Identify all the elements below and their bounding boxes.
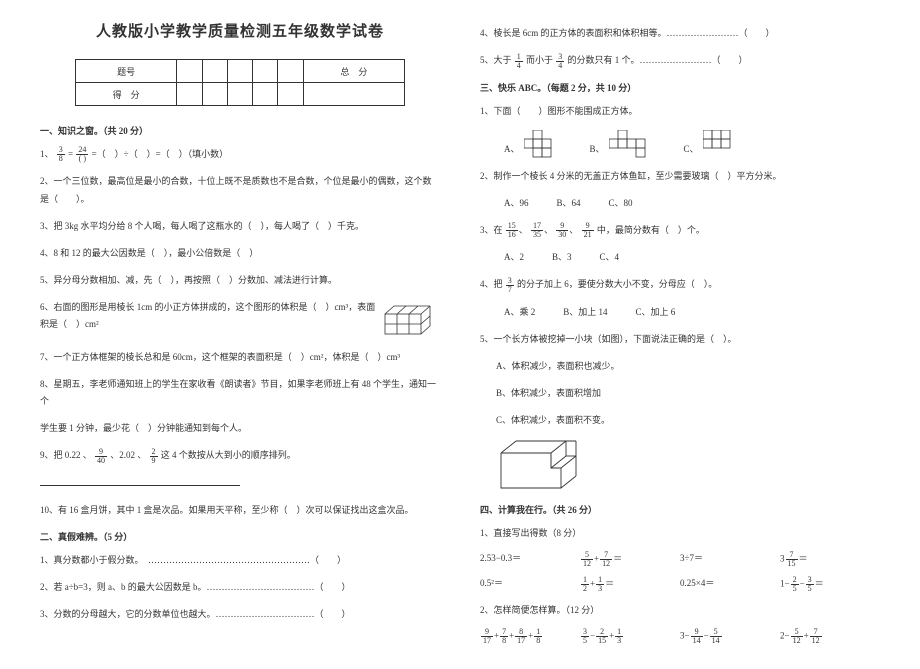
q4: 4、8 和 12 的最大公因数是（ ），最小公倍数是（ ）	[40, 245, 440, 262]
q10: 10、有 16 盒月饼，其中 1 盒是次品。如果用天平称，至少称（ ）次可以保证…	[40, 502, 440, 519]
mc2-opts: A、96B、64C、80	[504, 195, 880, 212]
section-4-head: 四、计算我在行。（共 26 分）	[480, 503, 880, 516]
right-column: 4、棱长是 6cm 的正方体的表面积和体积相等。……………………（ ） 5、大于…	[480, 20, 880, 649]
th-score: 得 分	[76, 83, 177, 106]
mc3: 3、在 1516、 1735、 930、 921 中，最简分数有（ ）个。	[480, 222, 880, 239]
q8b: 学生要 1 分钟，最少花（ ）分钟能通知到每个人。	[40, 420, 440, 437]
section-1-head: 一、知识之窗。（共 20 分）	[40, 124, 440, 137]
mc4-opts: A、乘 2B、加上 14C、加上 6	[504, 304, 880, 321]
mc4: 4、把 37 的分子加上 6，要使分数大小不变，分母应（ ）。	[480, 276, 880, 293]
mc5a: A、体积减少，表面积也减少。	[496, 358, 880, 375]
calc1-head: 1、直接写出得数（8 分）	[480, 525, 880, 542]
left-column: 人教版小学教学质量检测五年级数学试卷 题号 总 分 得 分 一、知识之窗。（共 …	[40, 20, 440, 649]
score-table: 题号 总 分 得 分	[75, 59, 405, 106]
net-b-icon	[609, 130, 654, 158]
q7: 7、一个正方体框架的棱长总和是 60cm，这个框架的表面积是（ ）cm²，体积是…	[40, 349, 440, 366]
section-2-head: 二、真假难辨。（5 分）	[40, 530, 440, 543]
tf1: 1、真分数都小于假分数。 ………………………………………………（ ）	[40, 552, 440, 569]
q6: 6、右面的图形是用棱长 1cm 的小正方体拼成的，这个图形的体积是（ ）cm³，…	[40, 299, 440, 339]
mc5b: B、体积减少，表面积增加	[496, 385, 880, 402]
tf4: 4、棱长是 6cm 的正方体的表面积和体积相等。……………………（ ）	[480, 25, 880, 42]
mc3-opts: A、2B、3C、4	[504, 249, 880, 266]
q9: 9、把 0.22 、 940 、2.02 、 29 这 4 个数按从大到小的顺序…	[40, 447, 440, 464]
q1: 1、 38 = 24( ) =（ ）÷（ ）=（ ）（填小数）	[40, 146, 440, 163]
q3: 3、把 3kg 水平均分给 8 个人喝，每人喝了这瓶水的（ ），每人喝了（ ）千…	[40, 218, 440, 235]
mc5: 5、一个长方体被挖掉一小块（如图），下面说法正确的是（ ）。	[480, 331, 880, 348]
calc2-head: 2、怎样简便怎样算。（12 分）	[480, 602, 880, 619]
q2: 2、一个三位数，最高位是最小的合数，十位上既不是质数也不是合数，个位是最小的偶数…	[40, 173, 440, 207]
mc1: 1、下面（ ）图形不能围成正方体。	[480, 103, 880, 120]
calc-row-2: 0.5²＝ 12+13＝ 0.25×4＝ 1−25−35＝	[480, 576, 880, 593]
q8a: 8、星期五，李老师通知班上的学生在家收看《朗读者》节目，如果李老师班上有 48 …	[40, 376, 440, 410]
q5: 5、异分母分数相加、减，先（ ），再按照（ ）分数加、减法进行计算。	[40, 272, 440, 289]
exam-title: 人教版小学教学质量检测五年级数学试卷	[40, 20, 440, 41]
calc-row-1: 2.53−0.3＝ 512+712＝ 3÷7＝ 3715＝	[480, 551, 880, 568]
mc5c: C、体积减少，表面积不变。	[496, 412, 880, 429]
mc1-figs: A、 B、 C、	[504, 130, 880, 158]
tf3: 3、分数的分母越大，它的分数单位也越大。……………………………（ ）	[40, 606, 440, 623]
cuboid-notch-icon	[496, 438, 586, 493]
net-c-icon	[703, 130, 739, 158]
mc2: 2、制作一个棱长 4 分米的无盖正方体鱼缸，至少需要玻璃（ ）平方分米。	[480, 168, 880, 185]
net-a-icon	[524, 130, 560, 158]
th-total: 总 分	[303, 60, 404, 83]
tf2: 2、若 a÷b=3，则 a、b 的最大公因数是 b。………………………………（ …	[40, 579, 440, 596]
cube-figure-icon	[380, 299, 440, 339]
q9-blank	[40, 475, 440, 492]
calc2-row: 917+78+817+18 35−215+13 3−914−514 2−512+…	[480, 628, 880, 645]
section-3-head: 三、快乐 ABC。（每题 2 分，共 10 分）	[480, 81, 880, 94]
tf5: 5、大于 14 而小于 34 的分数只有 1 个。……………………（ ）	[480, 52, 880, 69]
th-num: 题号	[76, 60, 177, 83]
